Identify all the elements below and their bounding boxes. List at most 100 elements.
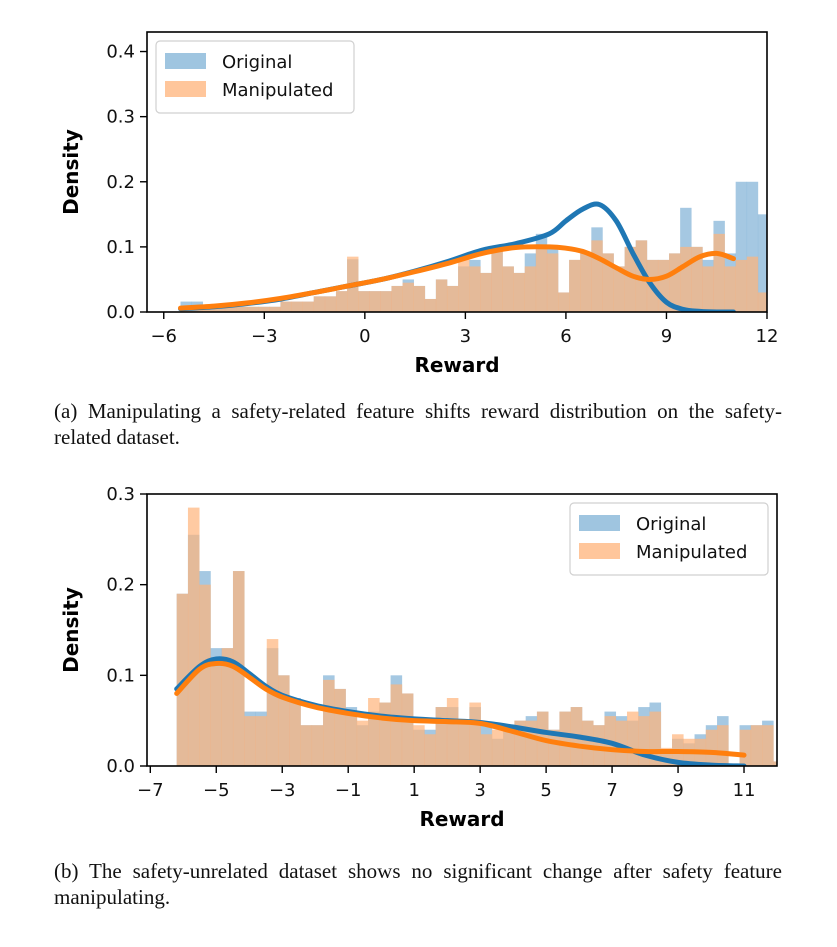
x-tick-label: −6 <box>150 326 177 347</box>
x-tick-label: 0 <box>359 326 370 347</box>
x-tick-label: 3 <box>460 326 471 347</box>
chart-b: −7 −5 −3 −1 1 3 5 7 9 11 0.0 0.1 0.2 0.3 Reward Density… <box>59 484 837 831</box>
hist-bar-manipulated <box>313 296 326 312</box>
hist-bar-manipulated <box>513 272 526 312</box>
hist-bar-manipulated <box>402 282 414 312</box>
hist-bar-manipulated <box>757 292 767 312</box>
x-tick-label: 6 <box>560 326 571 347</box>
x-tick-label: −5 <box>203 780 230 801</box>
y-tick-label: 0.1 <box>106 665 135 686</box>
kde-line-manipulated <box>178 244 736 311</box>
hist-bar-original <box>746 181 759 312</box>
hist-bar-manipulated <box>266 639 279 766</box>
legend: Original Manipulated <box>155 40 355 114</box>
hist-bar-manipulated <box>548 729 560 766</box>
hist-bar-manipulated <box>535 246 548 312</box>
legend-label-original: Original <box>636 514 706 535</box>
hist-bar-manipulated <box>458 720 470 766</box>
hist-bar-manipulated <box>278 675 290 766</box>
hist-bar-manipulated <box>717 725 729 766</box>
hist-bar-original <box>780 247 791 312</box>
hist-bar-manipulated <box>300 725 313 766</box>
legend-swatch-manipulated <box>165 81 206 97</box>
hist-bar-manipulated <box>379 702 391 766</box>
hist-bar-manipulated <box>613 266 625 312</box>
y-tick-label: 0.0 <box>106 756 135 777</box>
plot-area <box>174 507 837 766</box>
legend-label-manipulated: Manipulated <box>636 542 747 563</box>
hist-bar-manipulated <box>435 279 448 312</box>
x-tick-label: −3 <box>269 780 296 801</box>
hist-bar-manipulated <box>746 256 759 312</box>
hist-bar-manipulated <box>289 702 301 766</box>
kde-line-manipulated <box>174 660 747 758</box>
hist-bar-manipulated <box>210 666 223 766</box>
hist-bar-manipulated <box>401 693 414 766</box>
hist-bar-manipulated <box>638 716 650 766</box>
caption-b: (b) The safety-unrelated dataset shows n… <box>54 859 782 909</box>
hist-bar-manipulated <box>735 259 748 312</box>
plot-frame <box>146 31 768 313</box>
hist-bar-manipulated <box>762 725 774 766</box>
hist-bar-manipulated <box>480 734 493 766</box>
hist-bar-manipulated <box>593 725 605 766</box>
hist-bar-manipulated <box>446 698 459 766</box>
hist-bar-original <box>757 214 767 312</box>
hist-bar-manipulated <box>413 725 425 766</box>
hist-bar-manipulated <box>602 253 614 312</box>
hist-bar-manipulated <box>302 301 315 312</box>
hist-bar-manipulated <box>413 285 426 312</box>
hist-bar-manipulated <box>615 720 628 766</box>
hist-bar-manipulated <box>724 266 736 312</box>
hist-bar-manipulated <box>391 285 403 312</box>
hist-bar-manipulated <box>224 306 237 312</box>
x-axis-label: Reward <box>414 353 499 377</box>
y-tick-label: 0.0 <box>106 302 135 323</box>
hist-bar-original <box>830 764 837 766</box>
hist-bar-manipulated <box>691 246 703 312</box>
hist-bar-manipulated <box>546 253 559 312</box>
hist-bar-manipulated <box>702 266 714 312</box>
hist-bar-manipulated <box>247 306 259 312</box>
hist-bar-original <box>802 45 813 312</box>
hist-bar-manipulated <box>280 301 292 312</box>
hist-bar-manipulated <box>818 761 830 766</box>
hist-bar-original <box>818 764 830 766</box>
x-tick-label: 9 <box>661 326 672 347</box>
x-tick-label: −3 <box>251 326 278 347</box>
hist-bar-manipulated <box>569 259 581 312</box>
hist-bar-manipulated <box>780 309 791 312</box>
hist-bar-manipulated <box>559 711 571 766</box>
hist-bar-manipulated <box>591 240 603 312</box>
hist-bar-manipulated <box>525 720 538 766</box>
hist-bar-manipulated <box>469 266 481 312</box>
hist-bar-manipulated <box>524 266 537 312</box>
legend: Original Manipulated <box>569 502 769 576</box>
hist-bar-manipulated <box>680 246 692 312</box>
hist-bar-manipulated <box>199 584 211 766</box>
hist-bar-manipulated <box>657 259 670 312</box>
hist-bar-manipulated <box>324 296 337 312</box>
hist-bar-manipulated <box>624 246 637 312</box>
hist-bar-manipulated <box>435 707 448 766</box>
x-tick-label: 5 <box>540 780 551 801</box>
hist-bar-manipulated <box>356 720 369 766</box>
hist-bar-manipulated <box>785 757 797 766</box>
hist-bar-manipulated <box>739 729 752 766</box>
hist-bar-manipulated <box>424 734 436 766</box>
hist-bar-manipulated <box>807 752 819 766</box>
hist-bar-manipulated <box>269 306 281 312</box>
hist-bar-manipulated <box>796 752 808 766</box>
y-axis-label: Density <box>59 587 83 673</box>
hist-bar-manipulated <box>221 648 234 766</box>
x-axis-label: Reward <box>419 807 504 831</box>
legend-label-manipulated: Manipulated <box>222 80 333 101</box>
hist-bar-manipulated <box>368 698 380 766</box>
hist-bar-manipulated <box>649 711 662 766</box>
y-tick-label: 0.3 <box>106 107 135 128</box>
hist-bar-manipulated <box>424 298 437 312</box>
hist-bar-manipulated <box>802 309 813 312</box>
hist-bar-manipulated <box>334 688 346 766</box>
x-tick-label: 3 <box>474 780 485 801</box>
x-tick-label: −1 <box>335 780 362 801</box>
